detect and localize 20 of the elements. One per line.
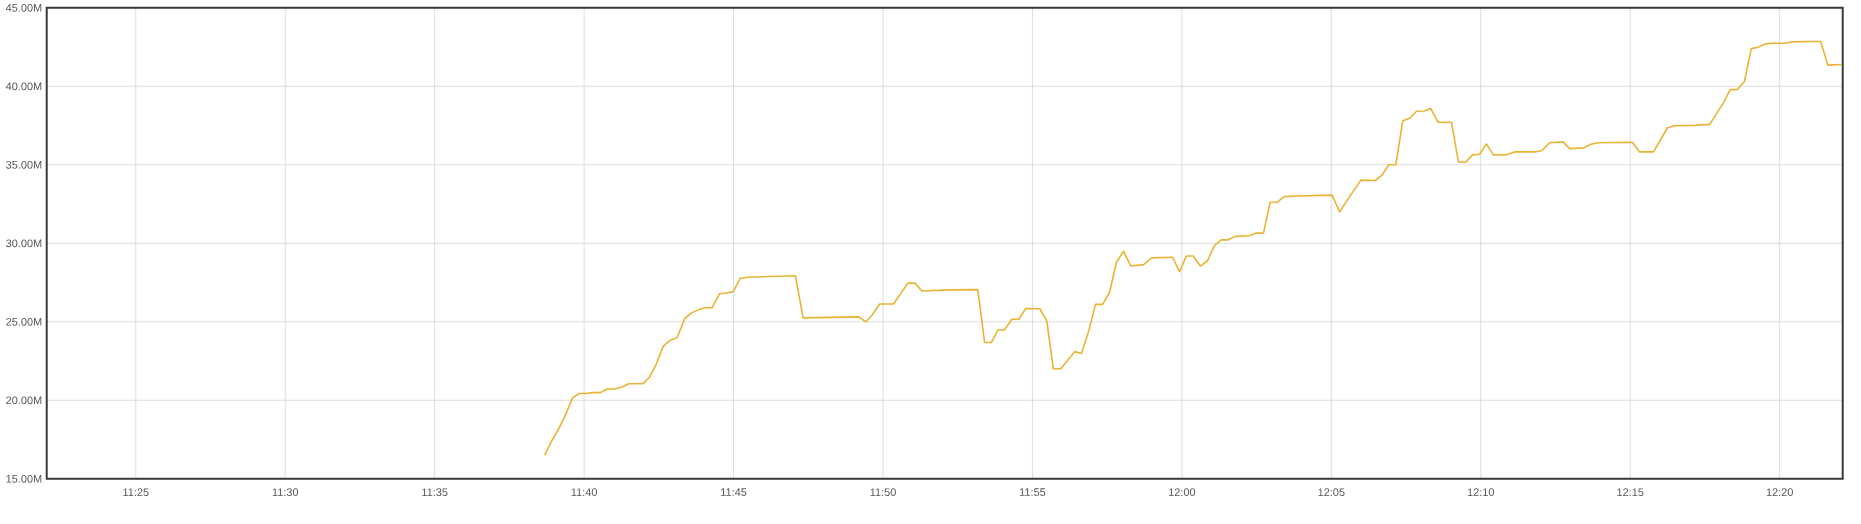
x-tick-label: 11:35	[422, 488, 448, 497]
y-tick-label: 40.00M	[5, 82, 42, 91]
line-series	[543, 40, 1843, 457]
y-tick-label: 20.00M	[6, 396, 42, 405]
x-tick-label: 12:00	[1169, 488, 1196, 497]
x-tick-label: 11:50	[870, 488, 896, 497]
y-tick-label: 30.00M	[6, 239, 42, 248]
x-tick-label: 11:40	[571, 488, 597, 497]
x-tick-label: 11:55	[1019, 488, 1046, 496]
x-tick-label: 11:30	[272, 488, 299, 497]
x-tick-label: 12:20	[1766, 488, 1793, 497]
x-tick-label: 12:10	[1467, 488, 1495, 497]
y-tick-label: 45.00M	[5, 3, 42, 12]
y-tick-label: 15.00M	[6, 474, 42, 483]
x-tick-label: 11:45	[721, 488, 747, 496]
x-tick-label: 12:05	[1318, 488, 1345, 497]
x-tick-label: 11:25	[123, 488, 149, 497]
y-tick-label: 25.00M	[6, 317, 42, 326]
x-tick-label: 12:15	[1617, 488, 1644, 497]
y-tick-label: 35.00M	[6, 160, 42, 169]
